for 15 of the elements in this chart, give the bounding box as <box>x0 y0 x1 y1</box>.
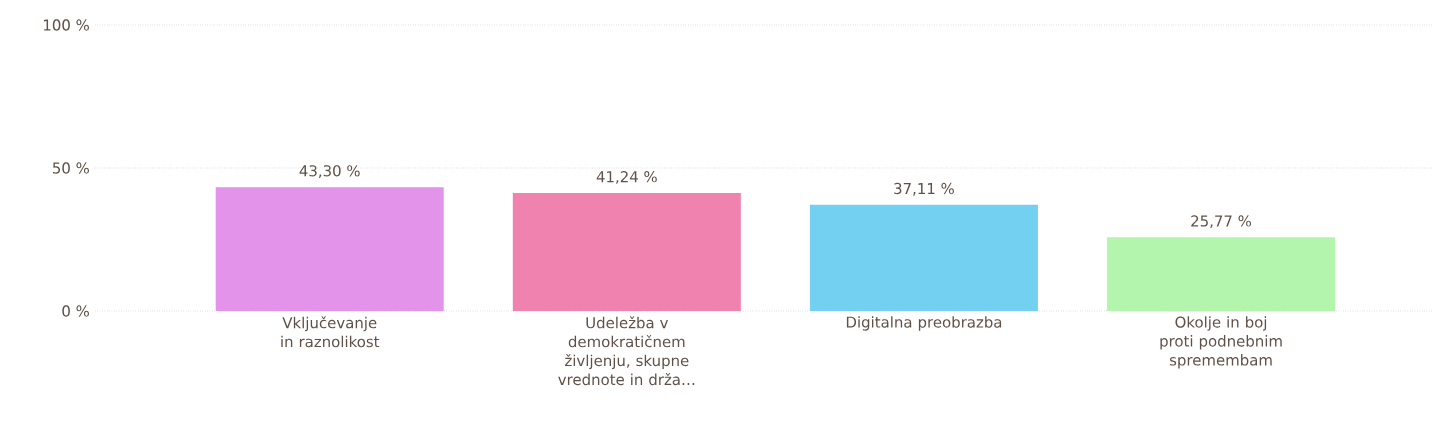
bar <box>809 204 1038 311</box>
data-label: 43,30 % <box>299 165 360 178</box>
data-label: 41,24 % <box>596 171 657 184</box>
x-tick-label: Okolje in boj proti podnebnim spremembam <box>1160 316 1282 369</box>
y-tick-label: 0 % <box>62 305 89 317</box>
x-tick-label: Udeležba v demokratičnem življenju, skupne vrednote in drža… <box>558 316 695 386</box>
x-tick-label: Digitalna preobrazba <box>846 316 1002 331</box>
y-tick-label: 100 % <box>43 19 89 31</box>
bar <box>215 187 444 311</box>
bar <box>1107 237 1336 311</box>
bar <box>512 193 741 311</box>
data-label: 37,11 % <box>894 182 954 196</box>
data-label: 25,77 % <box>1191 215 1252 229</box>
y-tick-label: 50 % <box>53 162 89 174</box>
x-tick-label: Vključevanje in raznolikost <box>281 316 380 348</box>
